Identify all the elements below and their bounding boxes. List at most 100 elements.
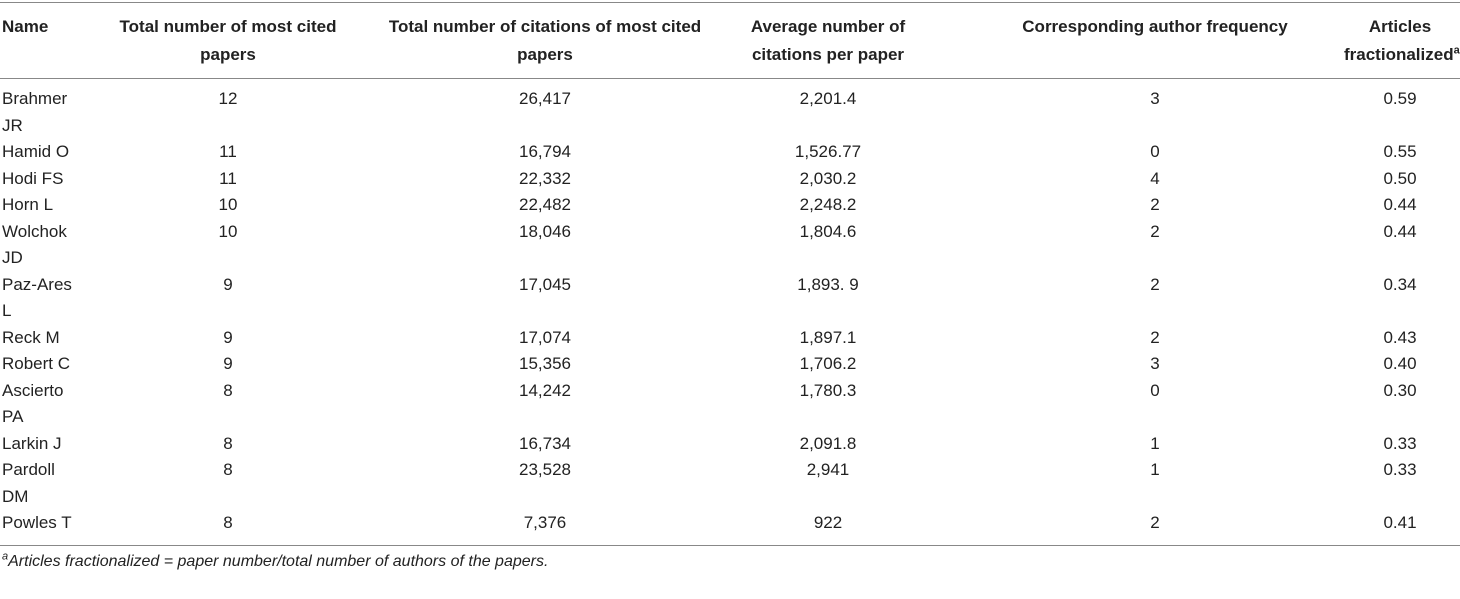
name-cell: Reck M (2, 327, 60, 347)
value-cell: 1,706.2 (799, 354, 857, 373)
value-cell: 1,893. 9 (797, 274, 859, 294)
name-cell: Pardoll DM (2, 460, 55, 506)
header-cell: Average number of citations per paper (722, 2, 934, 79)
value-cell: 0.55 (1383, 142, 1417, 161)
value-cell: 0.44 (1383, 195, 1417, 214)
value-cell: 1,526.77 (794, 142, 862, 161)
value-cell: 0.59 (1383, 89, 1417, 108)
data-table: Name Total number of most cited papers Tot… (0, 2, 1460, 546)
value-cell: 22,332 (519, 168, 571, 188)
value-cell: 1 (1150, 460, 1160, 479)
footnote-marker: a (2, 550, 9, 563)
value-cell: 8 (223, 433, 233, 453)
name-cell: Hamid O (2, 142, 70, 161)
value-cell: 3 (1150, 89, 1160, 108)
header-text: Total number of most cited papers (119, 17, 337, 64)
value-cell: 9 (223, 354, 233, 373)
value-cell: 2,941 (806, 460, 850, 479)
value-cell: 3 (1150, 354, 1160, 373)
table-row: Robert C 9 15,356 1,706.2 3 0.40 (0, 351, 1460, 378)
value-cell: 1,780.3 (799, 380, 857, 400)
value-cell: 2 (1150, 327, 1160, 347)
header-text: Average number of citations per paper (750, 17, 906, 64)
value-cell: 15,356 (519, 354, 571, 373)
value-cell: 0 (1150, 380, 1160, 400)
value-cell: 0.30 (1383, 380, 1417, 400)
value-cell: 14,242 (519, 380, 571, 400)
value-cell: 18,046 (519, 221, 571, 241)
header-row: Name Total number of most cited papers Tot… (0, 2, 1460, 79)
value-cell: 0 (1150, 142, 1160, 161)
value-cell: 23,528 (519, 460, 571, 479)
value-cell: 1 (1150, 433, 1160, 453)
header-cell: Total number of most cited papers (88, 2, 368, 79)
value-cell: 1,897.1 (799, 327, 857, 347)
name-cell: Robert C (2, 354, 71, 373)
name-cell: Hodi FS (2, 168, 64, 188)
value-cell: 922 (813, 513, 843, 532)
name-cell: Paz-Ares L (2, 274, 72, 321)
table-row: Hodi FS 11 22,332 2,030.2 4 0.50 (0, 166, 1460, 193)
value-cell: 26,417 (519, 89, 571, 108)
header-cell: Articles fractionalizeda (1340, 2, 1460, 79)
value-cell: 9 (223, 274, 233, 294)
table-body: Brahmer JR 12 26,417 2,201.4 3 0.59 Hamid O 11 1… (0, 79, 1460, 546)
table-row: Brahmer JR 12 26,417 2,201.4 3 0.59 (0, 79, 1460, 140)
header-cell: Total number of citations of most cited … (368, 2, 722, 79)
table-row: Horn L 10 22,482 2,248.2 2 0.44 (0, 192, 1460, 219)
name-cell: Ascierto PA (2, 380, 64, 427)
value-cell: 12 (218, 89, 238, 108)
value-cell: 8 (223, 513, 233, 532)
name-cell: Powles T (2, 513, 72, 532)
value-cell: 17,074 (519, 327, 571, 347)
name-cell: Larkin J (2, 433, 62, 453)
footnote: aArticles fractionalized = paper number/… (0, 546, 1460, 571)
value-cell: 2,030.2 (799, 168, 857, 188)
value-cell: 7,376 (523, 513, 567, 532)
value-cell: 16,794 (519, 142, 571, 161)
value-cell: 0.33 (1383, 433, 1417, 453)
value-cell: 0.44 (1383, 221, 1417, 241)
value-cell: 8 (223, 460, 233, 479)
value-cell: 2,091.8 (799, 433, 857, 453)
header-marker: a (1453, 44, 1460, 57)
header-cell: Corresponding author frequency (934, 2, 1340, 79)
value-cell: 2 (1150, 195, 1160, 214)
value-cell: 0.41 (1383, 513, 1417, 532)
name-cell: Wolchok JD (2, 221, 67, 268)
table-row: Wolchok JD 10 18,046 1,804.6 2 0.44 (0, 219, 1460, 272)
table-row: Ascierto PA 8 14,242 1,780.3 0 0.30 (0, 378, 1460, 431)
header-cell: Name (0, 2, 88, 79)
header-text: Total number of citations of most cited … (388, 17, 702, 64)
value-cell: 2 (1150, 513, 1160, 532)
value-cell: 8 (223, 380, 233, 400)
header-text: Name (2, 17, 49, 36)
value-cell: 11 (219, 168, 237, 188)
header-text: Corresponding author frequency (1022, 17, 1288, 36)
table-row: Powles T 8 7,376 922 2 0.41 (0, 510, 1460, 545)
footnote-text: Articles fractionalized = paper number/t… (8, 552, 549, 570)
value-cell: 4 (1150, 168, 1160, 188)
table-row: Hamid O 11 16,794 1,526.77 0 0.55 (0, 139, 1460, 166)
value-cell: 16,734 (519, 433, 571, 453)
value-cell: 9 (223, 327, 233, 347)
name-cell: Horn L (2, 195, 54, 214)
value-cell: 10 (218, 195, 238, 214)
name-cell: Brahmer JR (2, 89, 68, 135)
value-cell: 1,804.6 (799, 221, 857, 241)
value-cell: 0.40 (1383, 354, 1417, 373)
table-row: Pardoll DM 8 23,528 2,941 1 0.33 (0, 457, 1460, 510)
header-text: Articles fractionalized (1344, 17, 1454, 64)
value-cell: 0.43 (1383, 327, 1417, 347)
value-cell: 2 (1150, 221, 1160, 241)
value-cell: 17,045 (519, 274, 571, 294)
value-cell: 11 (219, 142, 237, 161)
value-cell: 2,248.2 (799, 195, 857, 214)
value-cell: 10 (218, 221, 238, 241)
table-row: Paz-Ares L 9 17,045 1,893. 9 2 0.34 (0, 272, 1460, 325)
value-cell: 0.34 (1383, 274, 1417, 294)
value-cell: 0.33 (1383, 460, 1417, 479)
table-row: Larkin J 8 16,734 2,091.8 1 0.33 (0, 431, 1460, 458)
value-cell: 2,201.4 (799, 89, 857, 108)
